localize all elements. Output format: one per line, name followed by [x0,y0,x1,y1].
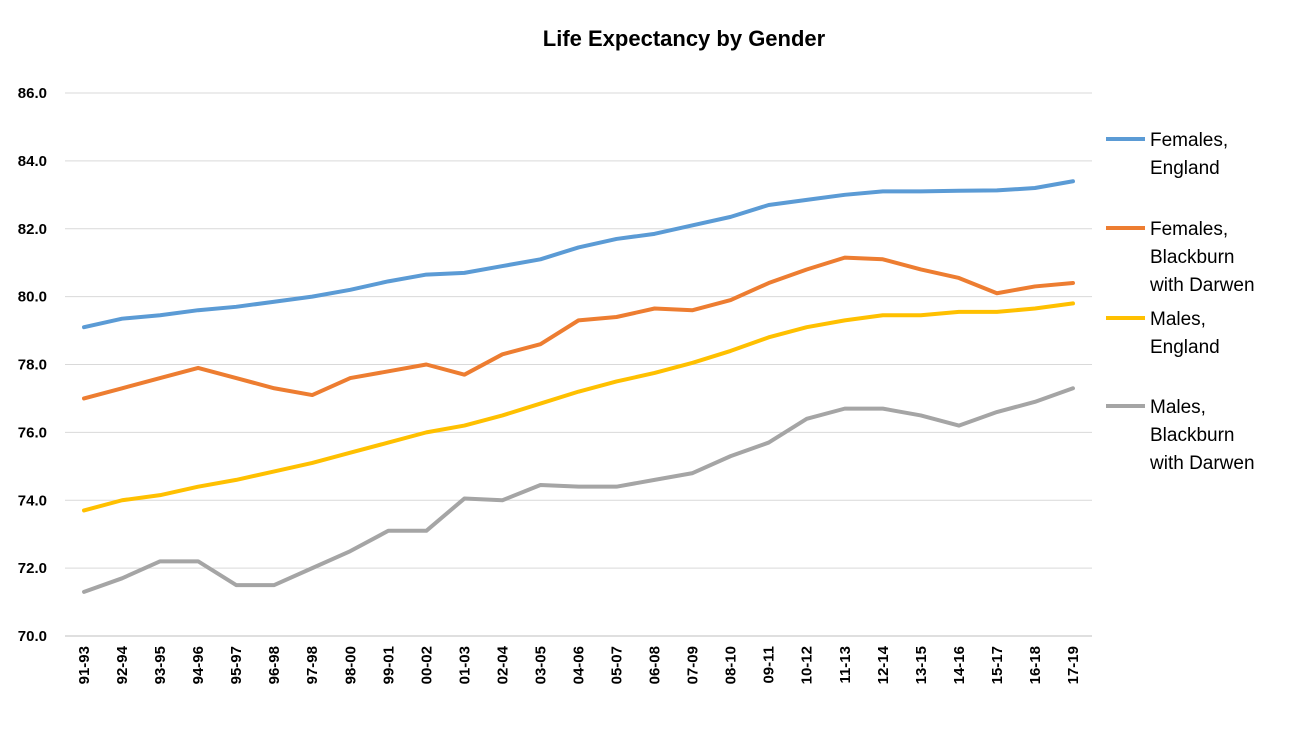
x-tick-label: 12-14 [875,645,892,684]
legend-label: Females, [1150,219,1228,240]
y-tick-label: 86.0 [18,85,47,102]
x-tick-label: 93-95 [152,646,169,684]
series-line-1 [82,255,1075,401]
x-tick-label: 95-97 [228,646,245,684]
x-tick-label: 02-04 [494,645,511,684]
legend-item: Males, Blackburn with Darwen [1106,397,1255,474]
x-tick-label: 17-19 [1065,646,1082,684]
x-tick-label: 92-94 [114,645,131,684]
x-axis-ticks: 91-93 92-94 93-95 94-96 95-97 96-98 97-98 98-00… [76,645,1082,684]
x-tick-label: 07-09 [685,646,702,684]
series-line-2 [82,301,1075,513]
series-lines [82,179,1075,594]
x-tick-label: 00-02 [418,646,435,684]
x-tick-label: 05-07 [609,646,626,684]
legend-label: with Darwen [1149,453,1255,474]
legend-label: England [1150,337,1220,358]
gridlines [65,92,1092,637]
y-tick-label: 84.0 [18,153,47,170]
legend-label: Females, [1150,130,1228,151]
y-tick-label: 72.0 [18,560,47,577]
legend-label: Males, [1150,397,1206,418]
legend-item: Females, Blackburn with Darwen [1106,219,1255,296]
x-tick-label: 96-98 [266,646,283,684]
x-tick-label: 98-00 [342,646,359,684]
x-tick-label: 04-06 [571,646,588,684]
x-tick-label: 01-03 [456,646,473,684]
x-tick-label: 99-01 [380,646,397,684]
x-tick-label: 13-15 [913,646,930,684]
y-tick-label: 76.0 [18,424,47,441]
chart-title: Life Expectancy by Gender [543,26,826,51]
legend-item: Males, England [1106,309,1220,358]
x-tick-label: 91-93 [76,646,93,684]
x-tick-label: 06-08 [647,646,664,684]
legend-label: Blackburn [1150,247,1235,268]
series-line-3 [82,386,1075,594]
legend-label: Blackburn [1150,425,1235,446]
x-tick-label: 97-98 [304,646,321,684]
legend-label: Males, [1150,309,1206,330]
y-axis-ticks: 70.0 72.0 74.0 76.0 78.0 80.0 82.0 84.0 86.0 [18,85,47,645]
x-tick-label: 11-13 [837,646,854,684]
y-tick-label: 78.0 [18,357,47,374]
legend-item: Females, England [1106,130,1228,179]
x-tick-label: 03-05 [532,646,549,684]
legend: Females, England Females, Blackburn with Dar… [1106,130,1255,474]
series-line-0 [82,179,1075,330]
legend-label: with Darwen [1149,275,1255,296]
x-tick-label: 94-96 [190,646,207,684]
x-tick-label: 09-11 [761,646,778,684]
x-tick-label: 08-10 [723,646,740,684]
x-tick-label: 10-12 [799,646,816,684]
y-tick-label: 80.0 [18,289,47,306]
x-tick-label: 16-18 [1027,646,1044,684]
x-tick-label: 14-16 [951,646,968,684]
x-tick-label: 15-17 [989,646,1006,684]
y-tick-label: 74.0 [18,492,47,509]
legend-label: England [1150,158,1220,179]
y-tick-label: 82.0 [18,221,47,238]
y-tick-label: 70.0 [18,628,47,645]
